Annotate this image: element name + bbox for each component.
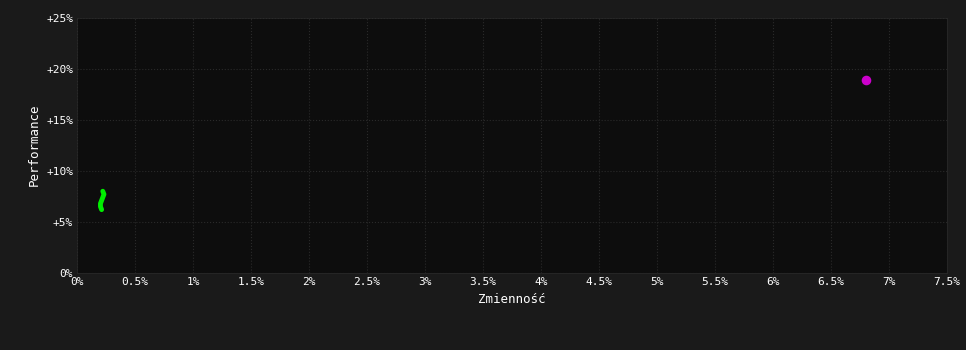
Point [858,77,873,83]
Y-axis label: Performance: Performance [28,104,41,187]
X-axis label: Zmienność: Zmienność [478,293,546,306]
